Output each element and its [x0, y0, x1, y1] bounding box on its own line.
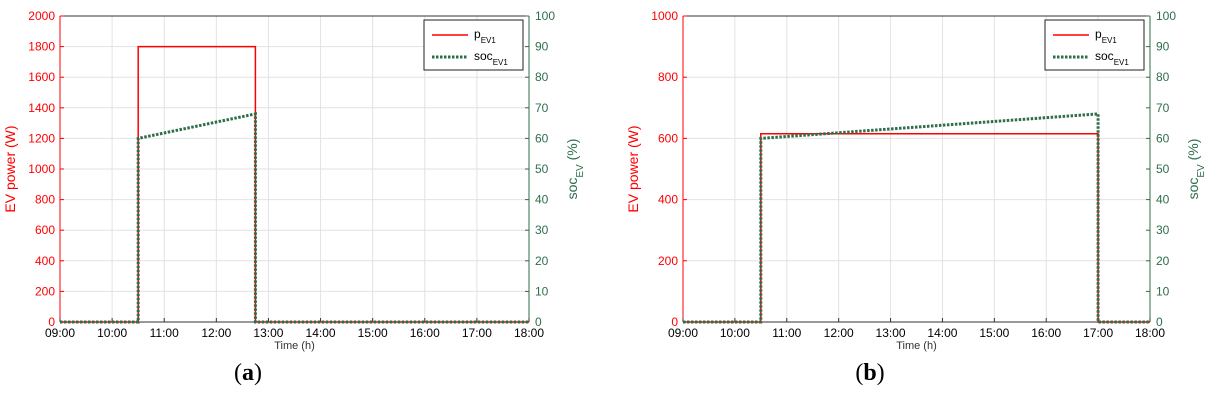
y-tick-label-right: 0 — [1156, 315, 1163, 329]
x-tick-label: 17:00 — [1083, 326, 1113, 340]
y-tick-label-left: 200 — [658, 254, 678, 268]
x-tick-label: 09:00 — [668, 326, 698, 340]
y-tick-label-right: 40 — [535, 193, 549, 207]
legend-entry: pEV1 — [1095, 27, 1117, 45]
y-tick-label-right: 50 — [1156, 162, 1170, 176]
series-line-soc-ev1 — [683, 112, 1150, 324]
y-axis-label-right: socEV (%) — [564, 139, 586, 200]
y-axis-label-left: EV power (W) — [625, 125, 641, 212]
x-tick-label: 16:00 — [1031, 326, 1061, 340]
y-tick-label-left: 200 — [35, 284, 55, 298]
y-tick-label-right: 70 — [535, 101, 549, 115]
x-tick-label: 10:00 — [720, 326, 750, 340]
y-tick-label-left: 1400 — [28, 101, 55, 115]
y-tick-label-left: 600 — [658, 131, 678, 145]
x-tick-label: 15:00 — [979, 326, 1009, 340]
y-tick-label-right: 80 — [1156, 70, 1170, 84]
y-tick-label-right: 30 — [535, 223, 549, 237]
x-tick-label: 17:00 — [462, 326, 492, 340]
y-tick-label-right: 90 — [535, 40, 549, 54]
y-tick-label-right: 80 — [535, 70, 549, 84]
y-tick-label-left: 0 — [48, 315, 55, 329]
y-axis-label-right: socEV (%) — [1185, 139, 1205, 200]
x-tick-label: 12:00 — [201, 326, 231, 340]
y-tick-label-left: 1000 — [28, 162, 55, 176]
x-axis-label: Time (h) — [896, 340, 937, 352]
x-tick-label: 18:00 — [514, 326, 544, 340]
y-tick-label-left: 1800 — [28, 40, 55, 54]
y-tick-label-right: 100 — [535, 9, 555, 23]
y-tick-label-right: 30 — [1156, 223, 1170, 237]
y-tick-label-left: 400 — [35, 254, 55, 268]
series-line-p-ev1 — [60, 45, 529, 323]
legend-entry: pEV1 — [474, 27, 496, 45]
x-tick-label: 11:00 — [150, 326, 179, 340]
legend: pEV1 socEV1 — [1044, 19, 1145, 71]
y-tick-label-right: 90 — [1156, 40, 1170, 54]
x-tick-label: 11:00 — [772, 326, 801, 340]
y-tick-label-right: 40 — [1156, 193, 1170, 207]
series-line-p-ev1 — [683, 133, 1150, 323]
y-tick-label-right: 10 — [1156, 284, 1170, 298]
y-tick-label-right: 0 — [535, 315, 542, 329]
y-tick-label-right: 20 — [1156, 254, 1170, 268]
x-tick-label: 13:00 — [876, 326, 906, 340]
panel-label: (a) — [234, 360, 262, 386]
y-tick-label-right: 100 — [1156, 9, 1176, 23]
y-tick-label-left: 800 — [35, 193, 55, 207]
y-tick-label-left: 1600 — [28, 70, 55, 84]
x-tick-label: 16:00 — [410, 326, 440, 340]
y-tick-label-left: 2000 — [28, 9, 55, 23]
legend: pEV1 socEV1 — [423, 19, 524, 71]
x-tick-label: 10:00 — [97, 326, 127, 340]
legend-box — [423, 19, 524, 71]
y-tick-label-right: 70 — [1156, 101, 1170, 115]
x-tick-label: 14:00 — [927, 326, 957, 340]
legend-box — [1044, 19, 1145, 71]
y-tick-label-left: 400 — [658, 193, 678, 207]
x-tick-label: 14:00 — [306, 326, 336, 340]
y-tick-label-right: 60 — [1156, 131, 1170, 145]
chart-panel-a: 09:00 10:00 11:00 12:00 13:00 14:00 15:00 16:00… — [2, 9, 586, 386]
y-tick-label-right: 10 — [535, 284, 549, 298]
x-axis-label: Time (h) — [274, 340, 315, 352]
legend-entry: socEV1 — [1095, 49, 1129, 67]
chart-panel-b: 09:00 10:00 11:00 12:00 13:00 14:00 15:00 16:00… — [625, 9, 1205, 386]
y-tick-label-left: 1000 — [651, 9, 678, 23]
y-tick-label-right: 50 — [535, 162, 549, 176]
y-tick-label-right: 60 — [535, 131, 549, 145]
y-tick-label-left: 1200 — [28, 131, 55, 145]
y-tick-label-left: 600 — [35, 223, 55, 237]
y-tick-label-right: 20 — [535, 254, 549, 268]
x-tick-label: 12:00 — [824, 326, 854, 340]
x-tick-label: 13:00 — [253, 326, 283, 340]
x-tick-label: 18:00 — [1135, 326, 1165, 340]
y-axis-label-left: EV power (W) — [2, 125, 18, 212]
series-line-soc-ev1 — [60, 112, 529, 324]
x-tick-label: 09:00 — [45, 326, 75, 340]
legend-entry: socEV1 — [474, 49, 508, 67]
panel-label: (b) — [855, 360, 884, 386]
y-tick-label-left: 800 — [658, 70, 678, 84]
y-tick-label-left: 0 — [671, 315, 678, 329]
x-tick-label: 15:00 — [358, 326, 388, 340]
